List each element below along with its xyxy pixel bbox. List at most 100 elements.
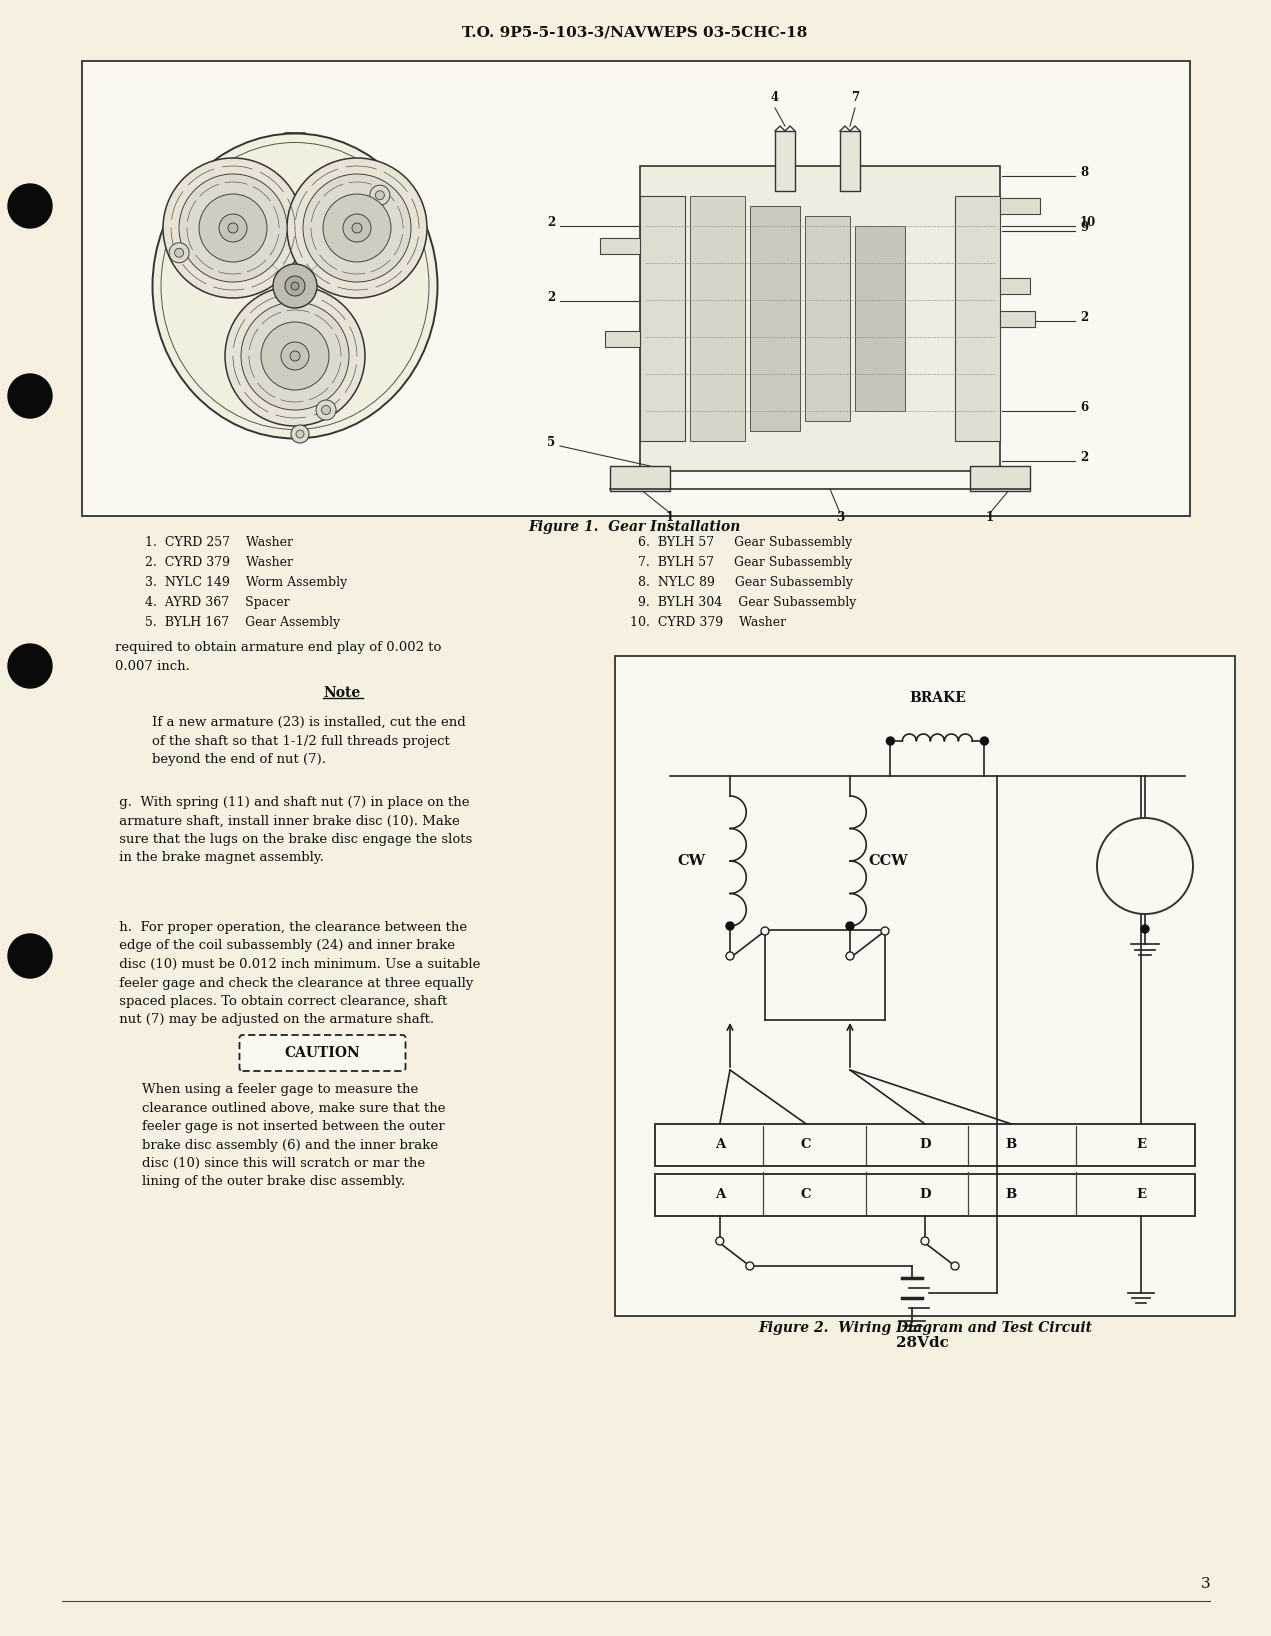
Circle shape [846,952,854,960]
Circle shape [921,1237,929,1245]
Circle shape [8,934,52,978]
Text: Note: Note [324,685,361,700]
Circle shape [8,183,52,227]
Text: 28Vdc: 28Vdc [896,1337,949,1350]
Bar [655,1175,1195,1216]
Text: 8: 8 [1080,165,1088,178]
Text: C: C [801,1137,811,1150]
Text: 4: 4 [771,92,779,105]
Text: D: D [919,1137,930,1150]
Text: 10: 10 [1080,216,1097,229]
Circle shape [1141,924,1149,933]
Circle shape [322,406,330,414]
Bar [83,61,1190,515]
Bar [775,131,794,191]
Circle shape [169,242,189,263]
Text: h.  For proper operation, the clearance between the
 edge of the coil subassembl: h. For proper operation, the clearance b… [114,921,480,1026]
Circle shape [761,928,769,936]
Circle shape [323,195,391,262]
Text: 3: 3 [836,510,844,524]
Text: 6.  BYLH 57     Gear Subassembly: 6. BYLH 57 Gear Subassembly [630,537,853,550]
FancyBboxPatch shape [239,1036,405,1072]
Circle shape [291,425,309,443]
Bar [655,1124,1195,1166]
Text: A: A [714,1137,724,1150]
Text: MOT: MOT [1126,859,1164,874]
Circle shape [8,375,52,419]
Text: 5.  BYLH 167    Gear Assembly: 5. BYLH 167 Gear Assembly [145,617,341,628]
Bar [641,165,1000,471]
Circle shape [241,303,350,411]
Text: 2: 2 [1080,311,1088,324]
Text: B: B [1005,1137,1017,1150]
Bar [855,226,905,411]
Circle shape [726,923,733,929]
Circle shape [8,645,52,689]
Bar [805,216,850,420]
Text: 2.  CYRD 379    Washer: 2. CYRD 379 Washer [145,556,294,569]
Text: E: E [1136,1137,1146,1150]
Circle shape [726,952,733,960]
Bar [605,330,641,347]
Circle shape [290,352,300,362]
Circle shape [285,276,305,296]
Text: 10.  CYRD 379    Washer: 10. CYRD 379 Washer [630,617,787,628]
Text: 6: 6 [1080,401,1088,414]
Circle shape [951,1261,960,1270]
Text: 1: 1 [986,510,994,524]
Bar [690,196,745,442]
Text: 7.  BYLH 57     Gear Subassembly: 7. BYLH 57 Gear Subassembly [630,556,852,569]
Text: 9.  BYLH 304    Gear Subassembly: 9. BYLH 304 Gear Subassembly [630,596,857,609]
Text: required to obtain armature end play of 0.002 to
0.007 inch.: required to obtain armature end play of … [114,641,441,672]
Bar [1000,278,1030,294]
Ellipse shape [153,134,437,438]
Text: CW: CW [677,854,705,869]
Text: 2: 2 [1080,452,1088,465]
Bar [610,466,670,491]
Bar [750,206,799,430]
Circle shape [291,281,299,290]
Circle shape [716,1237,723,1245]
Circle shape [316,401,336,420]
Bar [1000,311,1035,327]
Text: 2: 2 [547,216,555,229]
Circle shape [352,222,362,232]
Text: CAUTION: CAUTION [285,1045,361,1060]
Circle shape [886,736,895,744]
Circle shape [273,263,316,308]
Text: 7: 7 [852,92,859,105]
Text: When using a feeler gage to measure the
    clearance outlined above, make sure : When using a feeler gage to measure the … [125,1083,446,1188]
Bar [840,131,860,191]
Text: 1.  CYRD 257    Washer: 1. CYRD 257 Washer [145,537,294,550]
Circle shape [228,222,238,232]
Text: A: A [714,1188,724,1201]
Text: 8.  NYLC 89     Gear Subassembly: 8. NYLC 89 Gear Subassembly [630,576,853,589]
Circle shape [846,923,854,929]
Text: 3: 3 [1200,1577,1210,1590]
Circle shape [370,185,390,204]
Text: C: C [801,1188,811,1201]
Circle shape [225,286,365,425]
Text: CCW: CCW [868,854,907,869]
Circle shape [375,191,384,200]
Circle shape [296,430,304,438]
Text: 4.  AYRD 367    Spacer: 4. AYRD 367 Spacer [145,596,290,609]
Circle shape [261,322,329,389]
Text: E: E [1136,1188,1146,1201]
Circle shape [281,342,309,370]
Text: If a new armature (23) is installed, cut the end
    of the shaft so that 1-1/2 : If a new armature (23) is installed, cut… [135,717,465,766]
Circle shape [881,928,888,936]
Bar [1000,198,1040,214]
Circle shape [343,214,371,242]
Text: D: D [919,1188,930,1201]
Text: 3.  NYLC 149    Worm Assembly: 3. NYLC 149 Worm Assembly [145,576,347,589]
Circle shape [287,159,427,298]
Circle shape [980,736,989,744]
Text: Figure 1.  Gear Installation: Figure 1. Gear Installation [529,520,741,533]
Text: 2: 2 [547,291,555,304]
Text: B: B [1005,1188,1017,1201]
Text: BRAKE: BRAKE [909,690,966,705]
Bar [615,656,1235,1315]
Bar [600,237,641,254]
Circle shape [1097,818,1193,915]
